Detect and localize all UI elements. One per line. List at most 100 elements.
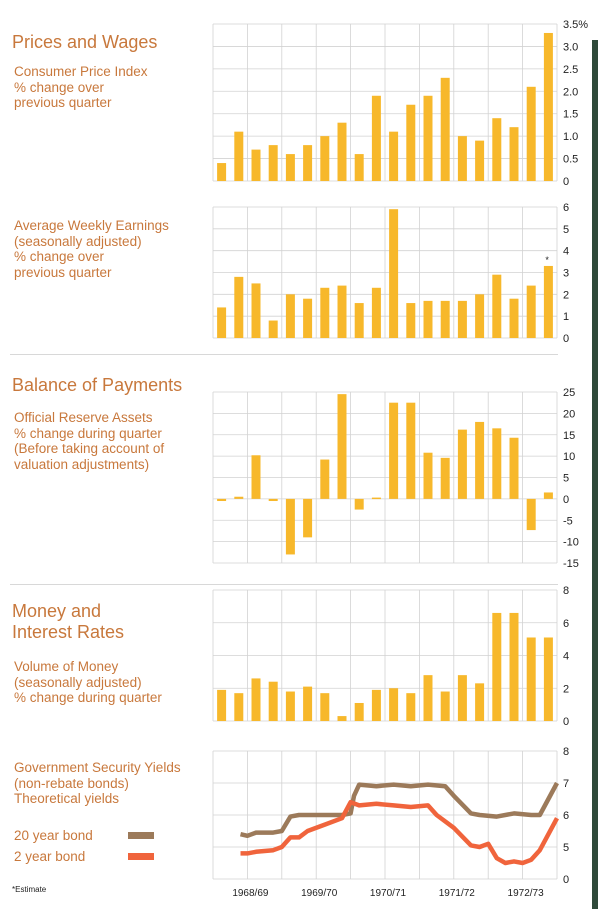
money_volume-bar: [509, 612, 519, 721]
reserve-label-line-1: Official Reserve Assets: [14, 410, 153, 425]
money-label-line-3: % change during quarter: [14, 690, 162, 706]
awe-y-tick-label: 4: [563, 246, 569, 258]
awe-bar: [457, 300, 467, 338]
prices-title: Prices and Wages: [12, 32, 158, 52]
reserve_assets-bar: [251, 455, 261, 499]
money_volume-bar: [492, 612, 502, 721]
estimate-footnote: *Estimate: [12, 885, 47, 894]
reserve_assets-bar: [457, 429, 467, 499]
money-title-line-2: Interest Rates: [12, 621, 125, 642]
cpi-y-tick-label: 2.0: [563, 86, 578, 98]
legend-2yr-swatch: [128, 853, 154, 860]
awe-bar: [389, 209, 399, 338]
reserve_assets-bar: [492, 428, 502, 499]
money_volume-bar: [354, 702, 364, 721]
cpi-y-tick-label: 0.5: [563, 154, 578, 166]
cpi-bar: [303, 145, 313, 181]
money_volume-y-tick-label: 2: [563, 683, 569, 695]
awe-label: Average Weekly Earnings (seasonally adju…: [14, 218, 169, 280]
money_volume-bar: [217, 689, 227, 721]
money_volume-bar: [285, 691, 295, 721]
cpi-bar: [320, 136, 330, 181]
awe-bar: [320, 287, 330, 338]
x-axis-label: 1971/72: [439, 888, 476, 899]
reserve-label-line-3: (Before taking account of: [14, 441, 165, 457]
money_volume-bar: [440, 691, 450, 721]
money-title: Money and Interest Rates: [12, 601, 124, 642]
awe-bar: [475, 294, 485, 338]
awe-label-line-1: Average Weekly Earnings: [14, 218, 169, 233]
reserve-label-line-4: valuation adjustments): [14, 456, 150, 472]
cpi-y-tick-label: 3.5%: [563, 19, 588, 31]
awe-bar: [217, 307, 227, 338]
cpi-bar: [509, 127, 519, 181]
cpi-bar: [423, 95, 433, 181]
separator-1: [10, 354, 558, 355]
cpi-y-tick-label: 0: [563, 176, 569, 188]
cpi-bar: [354, 154, 364, 181]
money_volume-bar: [337, 716, 347, 721]
awe-bar: [406, 303, 416, 338]
awe-bar: [440, 300, 450, 338]
awe-y-tick-label: 5: [563, 224, 569, 236]
reserve_assets-y-tick-label: 15: [563, 430, 575, 442]
money_volume-bar: [251, 678, 261, 721]
cpi-bar: [406, 104, 416, 181]
yields-y-tick-label: 6: [563, 810, 569, 822]
reserve-label: Official Reserve Assets % change during …: [14, 410, 164, 472]
cpi-y-tick-label: 1.5: [563, 109, 578, 121]
reserve_assets-bar: [303, 498, 313, 538]
money_volume-bar: [303, 686, 313, 721]
reserve_assets-bar: [234, 496, 244, 499]
awe-label-line-2: (seasonally adjusted): [14, 233, 142, 249]
money_volume-y-tick-label: 8: [563, 585, 569, 597]
separator-2: [10, 584, 558, 585]
money_volume-bar: [475, 683, 485, 721]
cpi-bar: [251, 149, 261, 181]
awe-bar: [354, 303, 364, 338]
money_volume-bar: [268, 681, 278, 721]
reserve_assets-y-tick-label: 10: [563, 451, 575, 463]
cpi-bar: [234, 131, 244, 181]
yields-y-tick-label: 0: [563, 874, 569, 886]
money_volume-bar: [389, 688, 399, 721]
cpi-bar: [475, 140, 485, 181]
reserve_assets-y-tick-label: 0: [563, 494, 569, 506]
awe-bar: [371, 287, 381, 338]
x-axis-label: 1969/70: [301, 888, 338, 899]
cpi-label-line-3: previous quarter: [14, 95, 112, 111]
yields-y-tick-label: 5: [563, 842, 569, 854]
awe-label-line-4: previous quarter: [14, 264, 112, 280]
legend-20yr-label: 20 year bond: [14, 828, 93, 843]
page-edge: [592, 40, 598, 909]
awe-bar: [251, 283, 261, 338]
awe-bar: [526, 285, 536, 338]
money-title-line-1: Money and: [12, 601, 102, 621]
money_volume-y-tick-label: 4: [563, 651, 569, 663]
awe-bar: [337, 285, 347, 338]
awe-label-line-3: % change over: [14, 249, 105, 265]
money_volume-bar: [457, 675, 467, 721]
reserve_assets-bar: [354, 498, 364, 510]
awe-y-tick-label: 1: [563, 311, 569, 323]
reserve_assets-y-tick-label: -5: [563, 515, 573, 527]
yields-y-tick-label: 8: [563, 746, 569, 758]
cpi-y-tick-label: 1.0: [563, 131, 578, 143]
cpi-bar: [285, 154, 295, 181]
yields-label: Government Security Yields (non-rebate b…: [14, 760, 181, 807]
awe-bar: [268, 320, 278, 338]
money_volume-y-tick-label: 6: [563, 618, 569, 630]
yields-label-line-2: (non-rebate bonds): [14, 775, 129, 791]
cpi-bar: [457, 136, 467, 181]
yields-y-tick-label: 7: [563, 778, 569, 790]
x-axis-label: 1972/73: [508, 888, 545, 899]
reserve_assets-bar: [543, 492, 553, 499]
yields-label-line-3: Theoretical yields: [14, 791, 120, 807]
reserve_assets-bar: [475, 421, 485, 499]
money-label-line-2: (seasonally adjusted): [14, 674, 142, 690]
balance-title: Balance of Payments: [12, 375, 183, 395]
series-2yr-bond-line: [240, 799, 559, 866]
cpi-label: Consumer Price Index % change over previ…: [14, 64, 148, 111]
money_volume-bar: [234, 693, 244, 721]
money_volume-y-tick-label: 0: [563, 716, 569, 728]
